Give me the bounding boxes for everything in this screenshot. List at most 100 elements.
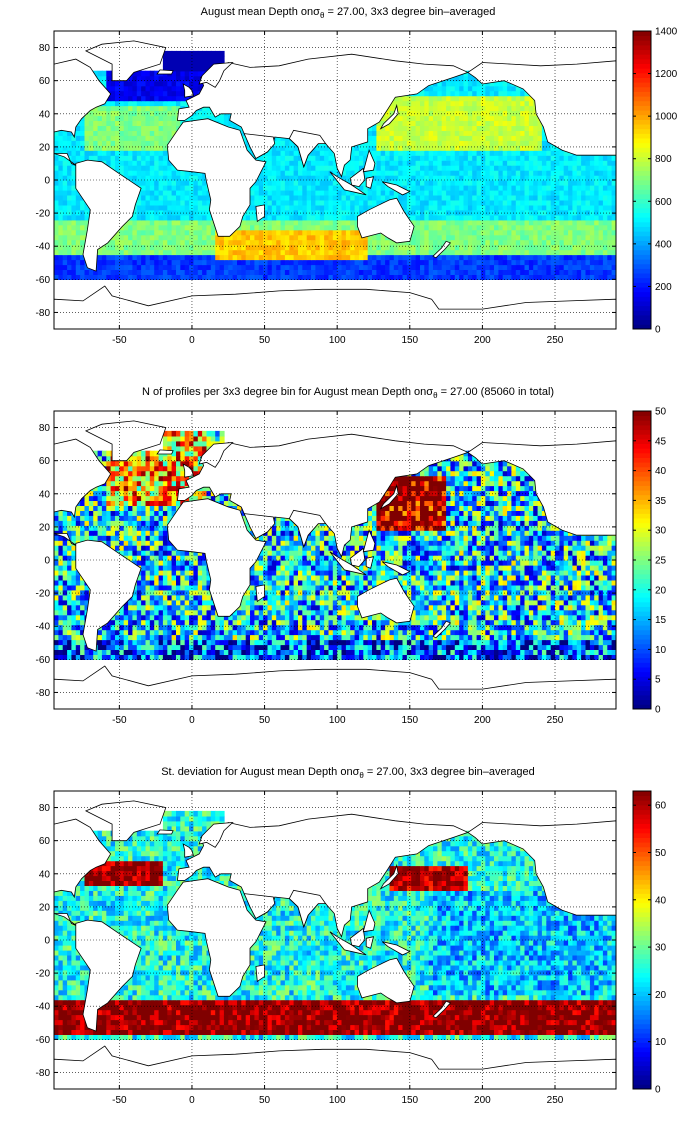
data-bin xyxy=(58,145,64,151)
data-bin xyxy=(332,180,338,186)
data-bin xyxy=(71,234,77,241)
data-bin xyxy=(162,234,168,241)
data-bin xyxy=(611,254,616,261)
data-bin xyxy=(389,120,395,126)
data-bin xyxy=(171,175,177,181)
data-bin xyxy=(284,185,290,191)
data-bin xyxy=(485,189,491,196)
data-bin xyxy=(450,160,456,166)
data-bin xyxy=(537,249,543,256)
data-bin xyxy=(189,204,195,211)
data-bin xyxy=(67,269,73,275)
data-bin xyxy=(424,254,430,261)
data-bin xyxy=(302,229,308,236)
data-bin xyxy=(263,214,269,221)
data-bin xyxy=(437,219,443,226)
data-bin xyxy=(459,150,465,156)
data-bin xyxy=(267,155,273,161)
data-bin xyxy=(302,204,308,211)
data-bin xyxy=(511,259,517,266)
data-bin xyxy=(71,150,77,156)
data-bin xyxy=(350,160,356,166)
data-bin xyxy=(498,234,504,241)
data-bin xyxy=(437,125,443,131)
data-bin xyxy=(145,100,151,107)
data-bin xyxy=(450,145,456,151)
data-bin xyxy=(420,239,425,246)
data-bin xyxy=(136,85,142,92)
data-bin xyxy=(537,165,543,171)
data-bin xyxy=(476,194,482,201)
data-bin xyxy=(515,140,521,146)
data-bin xyxy=(306,234,312,241)
data-bin xyxy=(167,130,173,136)
data-bin xyxy=(428,150,434,156)
data-bin xyxy=(54,160,59,166)
data-bin xyxy=(189,170,195,176)
data-bin xyxy=(298,244,303,251)
data-bin xyxy=(524,145,530,151)
data-bin xyxy=(472,239,478,246)
data-bin xyxy=(398,244,404,251)
data-bin xyxy=(563,234,569,241)
data-bin xyxy=(528,110,534,117)
data-bin xyxy=(284,189,290,196)
data-bin xyxy=(520,259,526,266)
data-bin xyxy=(206,234,212,241)
data-bin xyxy=(420,264,425,270)
data-bin xyxy=(415,180,421,186)
data-bin xyxy=(485,209,491,216)
data-bin xyxy=(58,189,64,196)
data-bin xyxy=(433,145,438,151)
data-bin xyxy=(406,130,412,136)
data-bin xyxy=(141,135,147,141)
data-bin xyxy=(62,170,68,176)
data-bin xyxy=(115,120,120,126)
data-bin xyxy=(106,125,112,131)
data-bin xyxy=(97,264,103,270)
data-bin xyxy=(258,175,264,181)
data-bin xyxy=(293,274,299,280)
data-bin xyxy=(598,199,604,206)
data-bin xyxy=(359,160,364,166)
data-bin xyxy=(132,259,138,266)
data-bin xyxy=(119,135,125,141)
data-bin xyxy=(494,199,499,206)
data-bin xyxy=(494,140,499,146)
data-bin xyxy=(162,204,168,211)
data-bin xyxy=(149,234,155,241)
data-bin xyxy=(67,274,73,280)
data-bin xyxy=(180,234,186,241)
data-bin xyxy=(219,120,225,126)
data-bin xyxy=(319,194,325,201)
data-bin xyxy=(293,214,299,221)
data-bin xyxy=(80,269,86,275)
data-bin xyxy=(424,160,430,166)
data-bin xyxy=(145,254,151,261)
data-bin xyxy=(258,264,264,270)
data-bin xyxy=(555,155,560,161)
data-bin xyxy=(306,259,312,266)
data-bin xyxy=(197,194,203,201)
data-bin xyxy=(276,229,282,236)
data-bin xyxy=(576,199,582,206)
data-bin xyxy=(54,229,59,236)
data-bin xyxy=(424,269,430,275)
data-bin xyxy=(589,180,595,186)
data-bin xyxy=(302,259,308,266)
data-bin xyxy=(254,229,260,236)
data-bin xyxy=(515,264,521,270)
data-bin xyxy=(511,160,517,166)
data-bin xyxy=(189,244,195,251)
data-bin xyxy=(298,259,303,266)
data-bin xyxy=(324,259,330,266)
data-bin xyxy=(58,185,64,191)
data-bin xyxy=(359,254,364,261)
data-bin xyxy=(502,249,508,256)
data-bin xyxy=(267,175,273,181)
data-bin xyxy=(110,105,116,112)
data-bin xyxy=(276,214,282,221)
data-bin xyxy=(428,125,434,131)
data-bin xyxy=(110,269,116,275)
data-bin xyxy=(502,125,508,131)
